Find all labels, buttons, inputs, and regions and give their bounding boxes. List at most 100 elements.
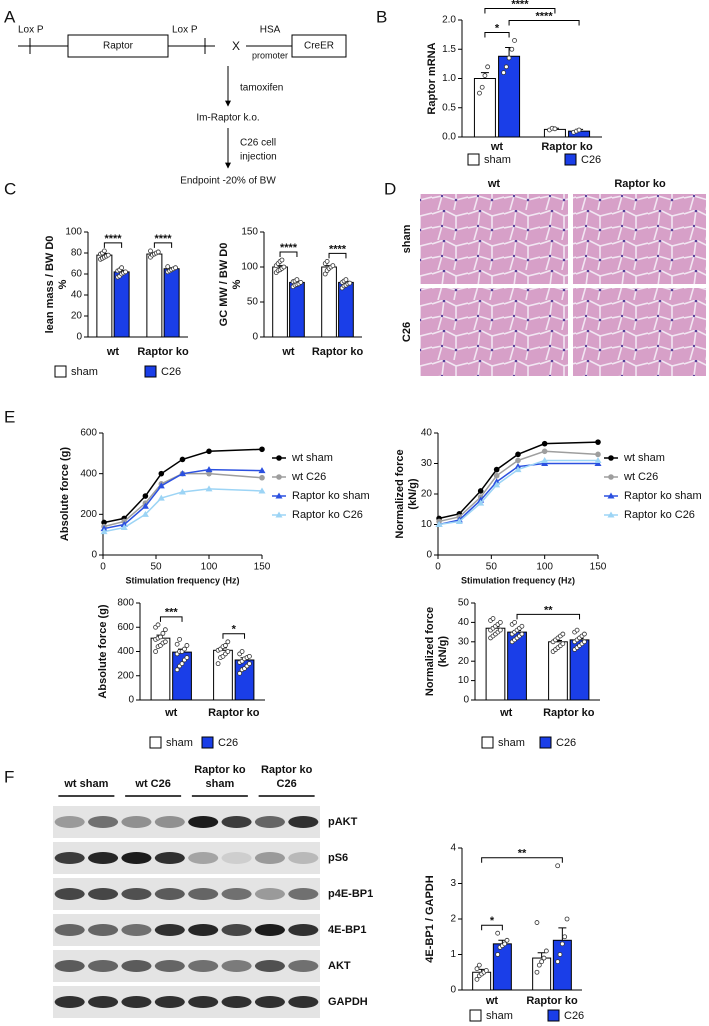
- bar: [172, 651, 192, 701]
- y-tick-label: 200: [80, 509, 97, 520]
- marker: [594, 456, 602, 463]
- blot-band: [88, 924, 119, 936]
- label: injection: [240, 152, 277, 163]
- marker: [179, 470, 186, 477]
- legend-label: sham: [166, 737, 193, 749]
- data-point: [347, 280, 353, 286]
- y-tick-label: 50: [247, 297, 259, 308]
- blot-band: [121, 960, 152, 972]
- data-point: [330, 263, 336, 269]
- marker: [141, 510, 149, 517]
- y-tick-label: 20: [421, 489, 433, 500]
- lane-label: wt C26: [134, 778, 170, 790]
- protein-label: 4E-BP1: [328, 924, 367, 936]
- data-point: [557, 952, 563, 957]
- marker: [100, 528, 108, 535]
- blot-band: [188, 924, 219, 936]
- label: HSA: [260, 25, 281, 36]
- y-tick-label: 80: [71, 248, 83, 259]
- marker: [179, 488, 186, 495]
- legend-label: C26: [581, 154, 601, 166]
- data-point: [479, 84, 485, 90]
- legend-label: C26: [564, 1010, 584, 1022]
- y-tick-label: 1.0: [442, 73, 456, 84]
- data-point: [483, 968, 489, 973]
- label: tamoxifen: [240, 83, 283, 94]
- marker: [205, 485, 213, 492]
- y-tick-label: 50: [458, 598, 470, 609]
- blot-band: [121, 888, 152, 900]
- marker: [259, 446, 265, 453]
- blot-band: [288, 852, 319, 864]
- data-point: [495, 952, 501, 957]
- significance-label: ****: [104, 233, 122, 245]
- blot-band: [221, 816, 252, 828]
- blot-band: [188, 960, 219, 972]
- significance-label: *: [495, 22, 500, 34]
- x-tick-label: wt: [281, 346, 295, 358]
- marker: [205, 466, 213, 473]
- blot-band: [254, 816, 285, 828]
- data-point: [506, 55, 512, 61]
- series-line: [103, 472, 263, 528]
- blot-band: [221, 888, 252, 900]
- legend-swatch: [469, 1009, 482, 1022]
- bar: [234, 659, 255, 701]
- data-point: [541, 955, 547, 961]
- blot-band: [54, 888, 85, 900]
- y-axis-title: Absolute force (g): [59, 447, 71, 541]
- marker: [142, 493, 149, 499]
- y-tick-label: 0.5: [442, 102, 456, 113]
- legend-label: sham: [486, 1010, 513, 1022]
- legend-label: wt C26: [623, 471, 658, 483]
- data-point: [519, 623, 525, 629]
- significance-bracket: [516, 613, 581, 620]
- blot-band: [221, 960, 252, 972]
- column-label: Raptor ko: [614, 178, 666, 190]
- marker: [515, 451, 521, 458]
- data-point: [247, 661, 252, 667]
- label: Lox P: [18, 25, 44, 36]
- significance-bracket: [328, 252, 347, 259]
- data-point: [504, 937, 510, 943]
- legend-label: Raptor ko sham: [292, 490, 370, 502]
- x-tick-label: wt: [106, 346, 120, 358]
- blot-band: [154, 960, 185, 972]
- legend-swatch: [144, 365, 157, 378]
- significance-bracket: [484, 7, 556, 14]
- blot-band: [88, 816, 119, 828]
- data-point: [539, 959, 545, 964]
- bar: [321, 266, 337, 338]
- histology: wt Raptor ko sham C26: [401, 178, 706, 376]
- marker: [541, 460, 549, 466]
- legend-swatch: [539, 736, 552, 749]
- data-point: [497, 620, 503, 625]
- blot-band: [254, 852, 285, 864]
- marker: [101, 519, 107, 526]
- label: Im-Raptor k.o.: [196, 113, 259, 124]
- legend-swatch: [481, 736, 494, 749]
- data-point: [497, 627, 503, 633]
- significance-label: ****: [280, 242, 298, 254]
- data-point: [503, 64, 509, 70]
- legend-marker: [276, 455, 282, 461]
- y-tick-label: 150: [241, 227, 258, 238]
- y-tick-label: 0: [463, 695, 469, 706]
- protein-label: AKT: [328, 960, 351, 972]
- blot-band: [188, 816, 219, 828]
- data-point: [225, 649, 231, 654]
- bar: [552, 939, 572, 991]
- data-point: [237, 670, 243, 676]
- data-point: [155, 622, 161, 628]
- y-tick-label: 0: [450, 985, 456, 996]
- data-point: [543, 948, 549, 954]
- marker: [477, 499, 485, 506]
- data-point: [123, 269, 128, 275]
- data-point: [582, 631, 587, 637]
- label: C26 cell: [240, 138, 276, 149]
- data-point: [343, 277, 349, 283]
- data-point: [179, 661, 185, 667]
- y-tick-label: 4: [450, 843, 456, 854]
- legend-label: C26: [556, 737, 576, 749]
- marker: [515, 457, 521, 464]
